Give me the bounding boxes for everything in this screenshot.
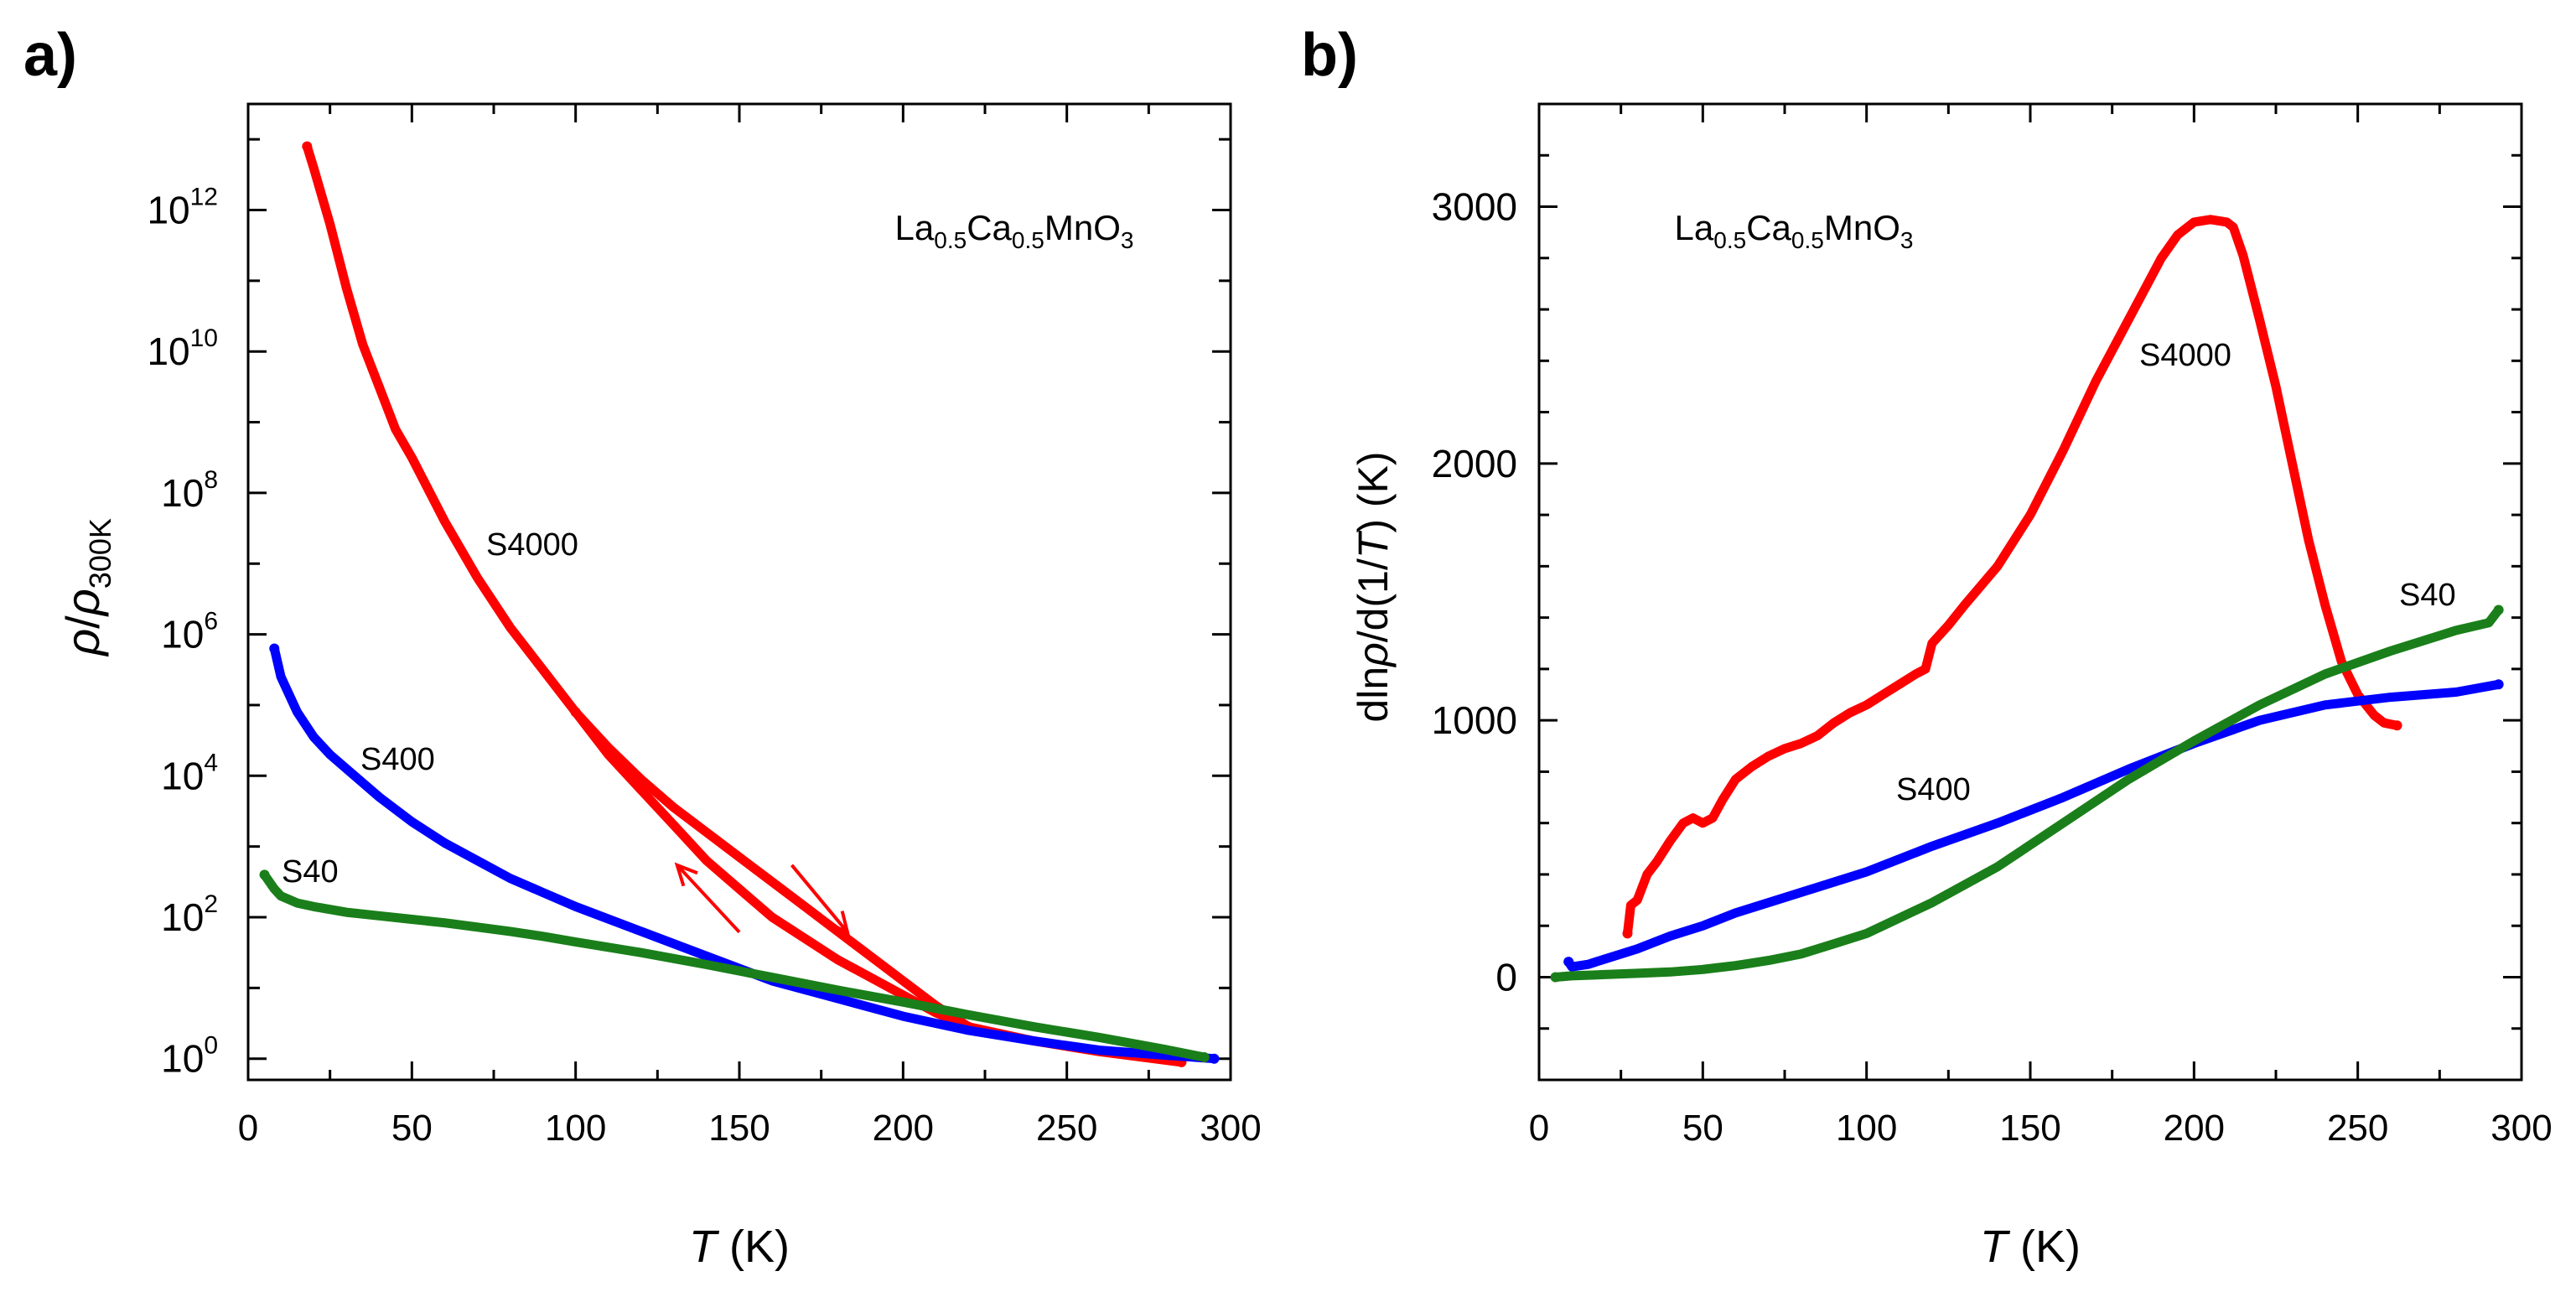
series-s400-end-point bbox=[1209, 1053, 1220, 1064]
series-s40-line bbox=[1551, 604, 2504, 982]
panel-a-y-tick-label: 106 bbox=[161, 608, 218, 656]
panel-a-y-tick-label: 1012 bbox=[147, 184, 218, 232]
arrow-down bbox=[790, 864, 849, 934]
panel-a-y-tick-label: 100 bbox=[161, 1032, 218, 1081]
series-s400-start-point bbox=[269, 643, 280, 654]
panel-a: a) 0 50 100 150 200 250 300 100 102 104 106 108 101… bbox=[23, 22, 1262, 1272]
series-s40-end-point bbox=[1199, 1052, 1210, 1063]
panel-a-series bbox=[259, 141, 1220, 1067]
panel-a-annotation: La0.5Ca0.5MnO3 bbox=[895, 208, 1134, 253]
series-label-s4000-b: S4000 bbox=[2139, 338, 2231, 373]
series-s4000-start-point bbox=[302, 141, 313, 152]
series-s400-line bbox=[269, 644, 1219, 1064]
panel-a-ticks bbox=[246, 104, 1232, 1080]
panel-a-label: a) bbox=[23, 22, 77, 89]
panel-b-x-tick-label: 100 bbox=[1836, 1108, 1897, 1149]
series-s40-start-point bbox=[259, 869, 270, 880]
panel-b-x-tick-label: 200 bbox=[2164, 1108, 2225, 1149]
series-s4000-line bbox=[1623, 215, 2402, 938]
series-s40-line bbox=[260, 869, 1210, 1062]
panel-a-x-tick-label: 100 bbox=[545, 1108, 606, 1149]
panel-a-x-tick-label: 250 bbox=[1036, 1108, 1097, 1149]
arrow-up-head bbox=[674, 862, 698, 887]
panel-b-x-axis-label: T (K) bbox=[1980, 1222, 2081, 1272]
panel-a-plot-frame bbox=[246, 102, 1232, 1082]
series-label-s40-a: S40 bbox=[282, 854, 339, 890]
series-s400-line bbox=[1563, 679, 2504, 972]
series-s4000-warming-line bbox=[571, 707, 973, 1032]
panel-a-y-tick-labels: 100 102 104 106 108 1010 1012 bbox=[147, 184, 218, 1081]
panel-a-y-tick-label: 108 bbox=[161, 466, 218, 515]
panel-b-y-tick-label: 2000 bbox=[1432, 442, 1517, 485]
panel-a-x-tick-label: 0 bbox=[238, 1108, 258, 1149]
panel-b-y-tick-label: 3000 bbox=[1432, 185, 1517, 229]
panel-a-arrows bbox=[674, 862, 850, 936]
series-s4000-end-point bbox=[2392, 720, 2402, 731]
panel-b-series bbox=[1550, 215, 2504, 983]
series-label-s40-b: S40 bbox=[2399, 578, 2456, 613]
panel-b-x-tick-label: 0 bbox=[1529, 1108, 1549, 1149]
series-label-s4000-a: S4000 bbox=[486, 527, 578, 563]
panel-a-x-axis-label: T (K) bbox=[689, 1222, 790, 1272]
arrow-up bbox=[676, 864, 741, 934]
panel-a-x-tick-label: 300 bbox=[1200, 1108, 1261, 1149]
series-label-s400-b: S400 bbox=[1896, 772, 1971, 807]
panel-a-y-tick-label: 102 bbox=[161, 890, 218, 939]
panel-b-x-tick-label: 150 bbox=[1999, 1108, 2060, 1149]
panel-b-plot-frame bbox=[1537, 102, 2523, 1082]
panel-b-x-tick-labels: 0 50 100 150 200 250 300 bbox=[1529, 1108, 2553, 1149]
panel-a-y-tick-label: 1010 bbox=[147, 324, 218, 373]
panel-b-x-tick-label: 250 bbox=[2327, 1108, 2388, 1149]
arrow-down-head bbox=[827, 911, 850, 936]
series-s40-end-point bbox=[2493, 604, 2504, 615]
series-s4000-warming-start-point bbox=[570, 707, 581, 718]
series-s400-end-point bbox=[2493, 679, 2504, 690]
panel-b-y-tick-labels: 0 1000 2000 3000 bbox=[1432, 185, 1517, 999]
panel-b-x-tick-label: 50 bbox=[1682, 1108, 1723, 1149]
panel-a-x-tick-labels: 0 50 100 150 200 250 300 bbox=[238, 1108, 1262, 1149]
series-label-s400-a: S400 bbox=[360, 742, 435, 777]
panel-b-label: b) bbox=[1301, 22, 1358, 89]
panel-b-y-tick-label: 0 bbox=[1495, 955, 1517, 999]
panel-b: b) 0 50 100 150 200 250 300 0 1000 2000 3000 La0.… bbox=[1301, 22, 2553, 1272]
panel-a-y-tick-label: 104 bbox=[161, 749, 218, 797]
panel-b-x-tick-label: 300 bbox=[2490, 1108, 2552, 1149]
panel-b-annotation: La0.5Ca0.5MnO3 bbox=[1675, 208, 1914, 253]
panel-a-y-axis-label: ρ/ρ300K bbox=[56, 518, 117, 657]
panel-a-x-tick-label: 150 bbox=[708, 1108, 770, 1149]
panel-a-x-tick-label: 200 bbox=[873, 1108, 934, 1149]
series-s40-start-point bbox=[1550, 972, 1561, 983]
series-s4000-start-point bbox=[1622, 928, 1633, 939]
panel-a-x-tick-label: 50 bbox=[391, 1108, 433, 1149]
series-s400-start-point bbox=[1563, 957, 1574, 968]
panel-b-y-axis-label: dlnρ/d(1/T) (K) bbox=[1350, 451, 1397, 722]
panel-b-y-tick-label: 1000 bbox=[1432, 698, 1517, 742]
